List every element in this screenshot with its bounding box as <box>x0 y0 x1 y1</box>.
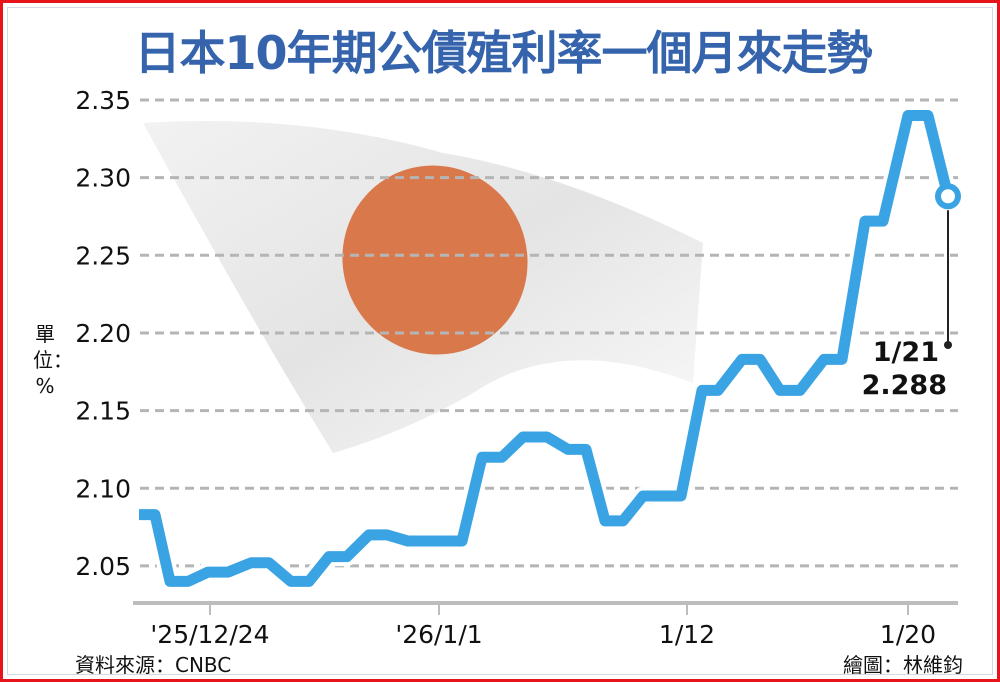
y-tick-label: 2.05 <box>75 552 131 581</box>
last-data-point-marker <box>935 183 961 210</box>
source-label: 資料來源：CNBC <box>75 653 232 677</box>
annotation-date: 1/21 <box>873 337 939 368</box>
y-tick-label: 2.10 <box>75 474 131 503</box>
x-tick-label: '26/1/1 <box>395 620 482 649</box>
y-tick-label: 2.15 <box>75 397 131 426</box>
chart-title: 日本10年期公債殖利率一個月來走勢 <box>134 26 872 80</box>
japan-flag-image <box>143 121 703 453</box>
y-tick-label: 2.25 <box>75 241 131 270</box>
annotation-dot <box>944 341 952 349</box>
y-tick-label: 2.30 <box>75 164 131 193</box>
line-chart: 2.35 2.30 2.25 2.20 2.15 2.10 2.05 '25/12/24 '2… <box>75 86 961 649</box>
series-line <box>139 110 954 587</box>
y-tick-label: 2.35 <box>75 86 131 115</box>
x-tick-label: 1/12 <box>659 620 715 649</box>
annotation-value: 2.288 <box>862 370 947 401</box>
credit-label: 繪圖：林維鈞 <box>843 653 963 677</box>
y-axis-unit-label: 單位：% <box>33 322 73 398</box>
x-tick-label: 1/20 <box>880 620 936 649</box>
x-tick-label: '25/12/24 <box>150 620 269 649</box>
y-tick-label: 2.20 <box>75 319 131 348</box>
inner-border <box>7 7 993 675</box>
